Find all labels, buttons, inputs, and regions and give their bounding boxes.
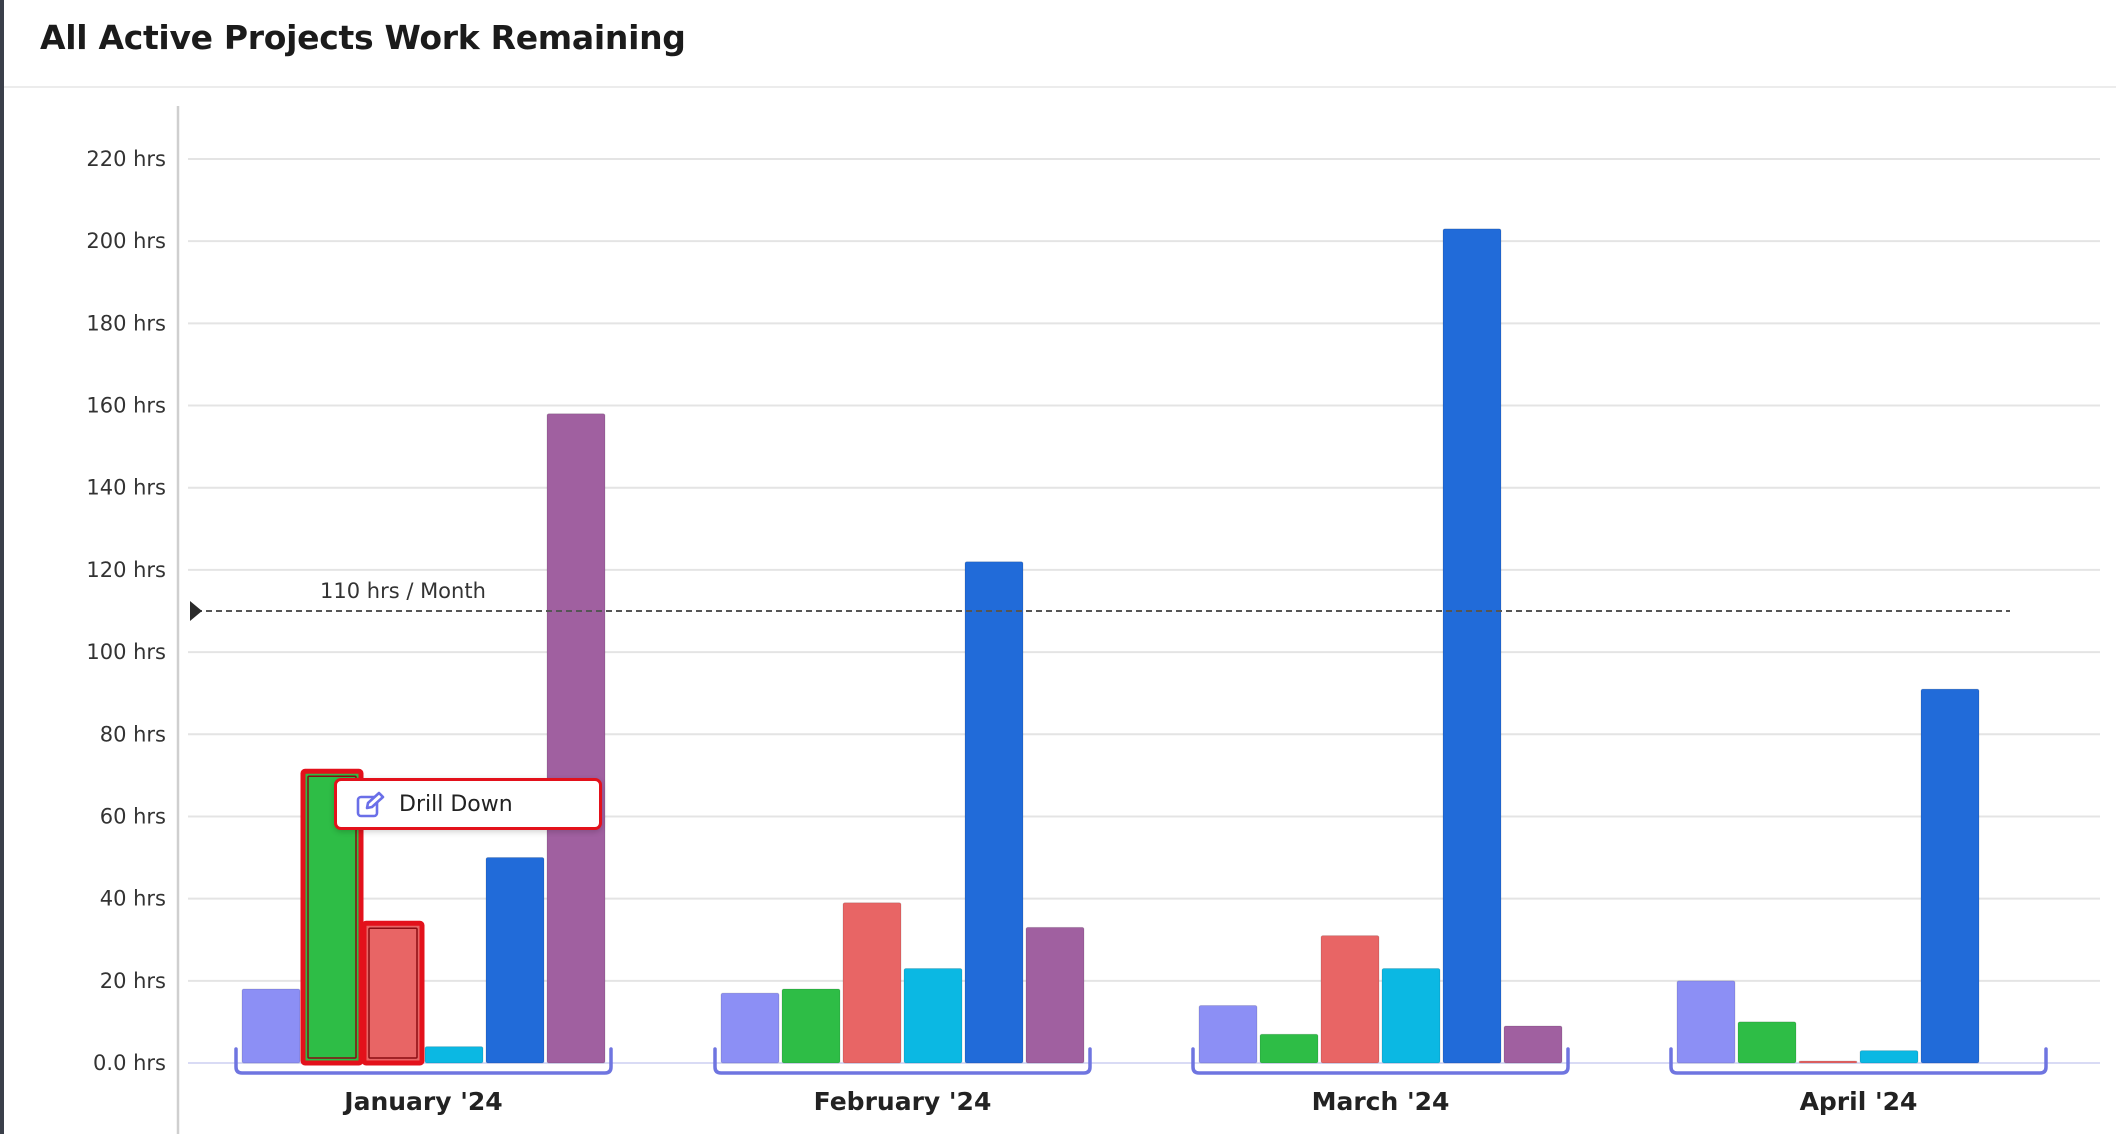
panel-title: All Active Projects Work Remaining [40, 18, 686, 57]
gridlines [176, 106, 2100, 1134]
y-tick-label: 180 hrs [86, 311, 166, 335]
bar[interactable] [1259, 1033, 1319, 1064]
bar[interactable] [1676, 980, 1736, 1064]
x-category-label: January '24 [342, 1087, 502, 1116]
category-bracket [1191, 1047, 1570, 1075]
bar[interactable] [781, 988, 841, 1064]
reference-line-marker [190, 601, 202, 621]
y-tick-label: 80 hrs [100, 722, 166, 746]
bar[interactable] [361, 920, 425, 1066]
edit-icon [356, 791, 385, 818]
bar-highlight-inner [307, 775, 357, 1059]
drill-down-label: Drill Down [399, 792, 513, 817]
bar[interactable] [546, 413, 606, 1064]
y-tick-label: 120 hrs [86, 558, 166, 582]
y-tick-label: 40 hrs [100, 887, 166, 911]
y-tick-label: 220 hrs [86, 147, 166, 171]
y-tick-label: 0.0 hrs [93, 1051, 166, 1075]
drill-down-menu-item[interactable]: Drill Down [334, 778, 602, 830]
y-tick-label: 100 hrs [86, 640, 166, 664]
bar[interactable] [485, 857, 545, 1064]
bar[interactable] [1198, 1004, 1258, 1064]
bar-highlight-inner [368, 927, 418, 1059]
bar[interactable] [842, 902, 902, 1064]
bar[interactable] [424, 1046, 484, 1064]
bar[interactable] [300, 768, 364, 1066]
bar[interactable] [1442, 228, 1502, 1064]
x-axis-categories: January '24 February '24 March '24 April '2… [342, 1087, 1917, 1116]
reference-line-label: 110 hrs / Month [320, 579, 486, 603]
category-bracket [1669, 1047, 2048, 1075]
bar[interactable] [903, 967, 963, 1064]
bar[interactable] [1859, 1050, 1919, 1064]
y-tick-label: 160 hrs [86, 394, 166, 418]
bar[interactable] [1920, 688, 1980, 1064]
bar[interactable] [1381, 967, 1441, 1064]
x-category-label: March '24 [1312, 1087, 1450, 1116]
reference-line-group: 110 hrs / Month [190, 579, 2010, 621]
y-axis-ticks: 0.0 hrs 20 hrs 40 hrs 60 hrs 80 hrs 100 hrs 12… [86, 147, 166, 1075]
bar[interactable] [1737, 1021, 1797, 1064]
y-tick-label: 60 hrs [100, 804, 166, 828]
bar[interactable] [1025, 926, 1085, 1064]
x-category-label: April '24 [1800, 1087, 1918, 1116]
y-tick-label: 140 hrs [86, 476, 166, 500]
category-bracket [713, 1047, 1092, 1075]
bar[interactable] [1320, 935, 1380, 1064]
bar[interactable] [241, 988, 301, 1064]
category-bracket [234, 1047, 613, 1075]
category-brackets [234, 1047, 2048, 1075]
window-edge [0, 0, 4, 1134]
y-tick-label: 200 hrs [86, 229, 166, 253]
bar[interactable] [1503, 1025, 1563, 1064]
bar[interactable] [964, 561, 1024, 1064]
bars [241, 228, 1980, 1066]
y-tick-label: 20 hrs [100, 969, 166, 993]
panel-header: All Active Projects Work Remaining [4, 0, 2116, 88]
bar[interactable] [720, 992, 780, 1064]
x-category-label: February '24 [814, 1087, 992, 1116]
bar[interactable] [1798, 1060, 1858, 1064]
